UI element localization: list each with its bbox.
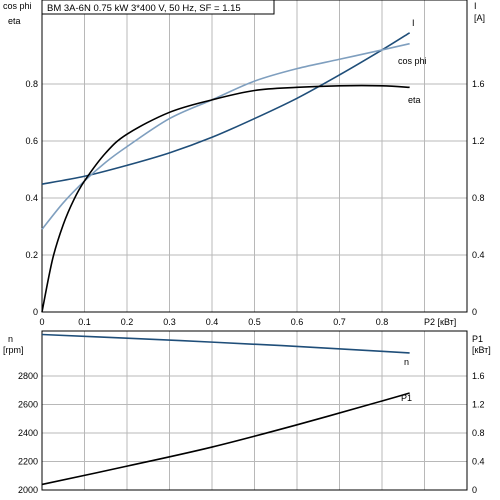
- left-y-tick-label: 0.6: [25, 136, 38, 146]
- right-y-tick-label: 0.4: [472, 457, 485, 467]
- efficiency-current-panel: 0 0.2 0.4 0.6 0.8 0 0.4 0.8 1.2 1.6 0 0.1 0.2 0.3 0.4 0…: [3, 0, 485, 327]
- right-axis-label-bottom: [A]: [474, 13, 485, 23]
- series-label-p1: P1: [401, 393, 412, 403]
- x-tick-label: 0: [39, 317, 44, 327]
- right-axis-label-bottom: [кВт]: [472, 345, 491, 355]
- left-y-tick-label: 0: [33, 307, 38, 317]
- x-tick-label: 0.8: [376, 317, 389, 327]
- right-y-tick-label: 1.6: [472, 371, 485, 381]
- plot-frame: [41, 0, 468, 313]
- plot-frame: [41, 330, 468, 491]
- series-label-i: I: [412, 18, 415, 28]
- left-y-tick-label: 0.4: [25, 193, 38, 203]
- series-label-cos-phi: cos phi: [398, 56, 427, 66]
- left-axis-label-top: n: [8, 334, 13, 344]
- series-line-p1: [41, 392, 410, 486]
- series-label-eta: eta: [408, 95, 421, 105]
- series-line-cos-phi: [41, 42, 410, 230]
- right-y-tick-label: 0.4: [472, 250, 485, 260]
- x-tick-label: 0.4: [206, 317, 219, 327]
- right-y-tick-label: 1.2: [472, 136, 485, 146]
- left-y-tick-label: 2600: [18, 400, 38, 410]
- series-line-n: [41, 333, 410, 354]
- x-axis-label: P2 [кВт]: [424, 317, 456, 327]
- x-tick-label: 0.6: [291, 317, 304, 327]
- x-tick-label: 0.2: [121, 317, 134, 327]
- right-axis-label-top: I: [474, 1, 477, 11]
- right-y-tick-label: 0: [472, 307, 477, 317]
- x-tick-label: 0.1: [78, 317, 91, 327]
- left-axis-label-bottom: eta: [8, 16, 21, 26]
- left-y-tick-label: 2000: [18, 485, 38, 495]
- right-y-tick-label: 0.8: [472, 193, 485, 203]
- left-y-tick-label: 0.2: [25, 250, 38, 260]
- right-y-tick-label: 1.6: [472, 79, 485, 89]
- right-y-tick-label: 0: [472, 485, 477, 495]
- speed-power-panel: 2000220024002600280000.40.81.21.6n[rpm]P…: [3, 330, 491, 495]
- left-y-tick-label: 2800: [18, 371, 38, 381]
- left-y-tick-label: 2400: [18, 428, 38, 438]
- right-axis-label-top: P1: [472, 334, 483, 344]
- chart-title: BM 3A-6N 0.75 kW 3*400 V, 50 Hz, SF = 1.…: [47, 3, 241, 14]
- left-axis-label-top: cos phi: [3, 1, 32, 11]
- series-label-n: n: [404, 357, 409, 367]
- left-y-tick-label: 2200: [18, 457, 38, 467]
- x-tick-label: 0.3: [163, 317, 176, 327]
- series-line-eta: [41, 84, 410, 313]
- left-axis-label-bottom: [rpm]: [3, 345, 24, 355]
- title-box: [41, 0, 275, 15]
- series-line-i: [41, 32, 411, 185]
- x-tick-label: 0.7: [333, 317, 346, 327]
- right-y-tick-label: 0.8: [472, 428, 485, 438]
- right-y-tick-label: 1.2: [472, 400, 485, 410]
- left-y-tick-label: 0.8: [25, 79, 38, 89]
- x-tick-label: 0.5: [248, 317, 261, 327]
